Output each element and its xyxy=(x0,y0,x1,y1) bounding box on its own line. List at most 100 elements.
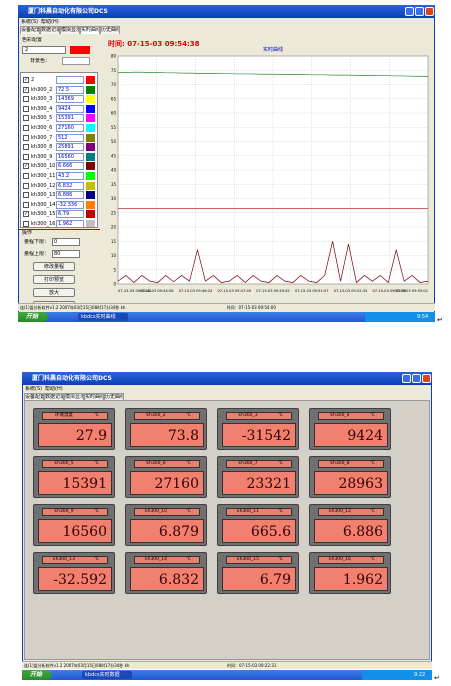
task-button[interactable]: kbdcs实时曲线 xyxy=(78,313,128,321)
panel-header xyxy=(318,556,384,564)
taskbar xyxy=(18,312,435,322)
item-name: 2 xyxy=(31,77,35,83)
item-name: kh300_10 xyxy=(31,163,55,170)
panel-name: kh300_8 xyxy=(330,461,350,466)
tab[interactable]: 历史曲线 xyxy=(104,393,124,401)
status-right: 时间：07-15-03 09:22:31 xyxy=(227,663,277,668)
panel-unit: ℃ xyxy=(278,557,284,562)
checkbox[interactable] xyxy=(23,134,29,141)
panel-header xyxy=(318,412,384,420)
window-button[interactable] xyxy=(405,7,414,16)
panel-unit: ℃ xyxy=(186,461,192,466)
panel: kh300_9 ℃ 16560 xyxy=(33,504,115,546)
checkbox[interactable] xyxy=(23,153,29,160)
menu-item[interactable]: 系统(S) xyxy=(25,386,43,392)
y-tick-label: 70 xyxy=(111,82,117,87)
panel-value: 73.8 xyxy=(130,423,204,447)
panel: kh300_7 ℃ 23321 xyxy=(217,456,299,498)
checkbox[interactable] xyxy=(23,125,29,131)
item-name: kh300_2 xyxy=(31,86,53,93)
panel-header xyxy=(42,508,108,516)
tab[interactable]: 模拟显示 xyxy=(60,26,80,34)
checkbox[interactable] xyxy=(23,192,29,199)
title-bar: 厦门科晨自动化有限公司DCS xyxy=(22,372,432,385)
status-right: 时间：07-15-03 09:54:00 xyxy=(226,305,276,310)
button[interactable]: 修改量程 xyxy=(33,262,75,271)
checkbox[interactable] xyxy=(23,105,29,112)
x-tick-label: 07-15-03 09:47:49 xyxy=(217,289,251,293)
lower-input[interactable]: 0 xyxy=(52,238,80,246)
panel-unit: ℃ xyxy=(370,413,376,418)
panel-value: -31542 xyxy=(222,423,296,447)
window-button[interactable] xyxy=(412,374,421,383)
button[interactable]: 放大 xyxy=(33,288,75,297)
panel-unit: ℃ xyxy=(186,509,192,514)
checkbox[interactable]: ✓ xyxy=(23,77,29,83)
item-value: 25891 xyxy=(56,143,84,152)
window-button[interactable] xyxy=(402,374,411,383)
item-name: kh300_3 xyxy=(31,96,53,103)
tab[interactable]: 实时曲线 xyxy=(84,393,104,401)
button[interactable]: 打印预览 xyxy=(33,275,75,284)
tab[interactable]: 设备配置 xyxy=(24,393,44,401)
checkbox[interactable] xyxy=(23,182,29,189)
status-left: 连(1)监分析软件v1.2 2007年03月15日08时17分34秒 kh xyxy=(20,305,126,310)
ops-divider xyxy=(18,229,100,230)
y-tick-label: 60 xyxy=(111,111,117,116)
panel: kh300_16 ℃ 1.962 xyxy=(309,552,391,594)
tab[interactable]: 模拟显示 xyxy=(64,393,84,401)
checkbox[interactable] xyxy=(23,144,29,151)
panel-name: kh300_11 xyxy=(236,509,260,514)
item-color xyxy=(86,181,95,190)
checkbox[interactable] xyxy=(23,115,29,122)
tab[interactable]: 数据记录 xyxy=(44,393,64,401)
upper-input[interactable]: 80 xyxy=(52,250,80,258)
tab[interactable]: 实时曲线 xyxy=(80,26,100,34)
checkbox[interactable] xyxy=(23,221,29,227)
tab[interactable]: 数据记录 xyxy=(40,26,60,34)
tab[interactable]: 设备配置 xyxy=(20,26,40,34)
menu-item[interactable]: 帮助(H) xyxy=(41,19,59,25)
panel: kh300_13 ℃ -32.592 xyxy=(33,552,115,594)
window-button[interactable] xyxy=(415,7,424,16)
item-value: 14369 xyxy=(56,95,84,104)
panel-header xyxy=(226,460,292,468)
checkbox[interactable] xyxy=(23,96,29,103)
panel-name: kh300_9 xyxy=(54,509,74,514)
y-tick-label: 80 xyxy=(111,54,117,59)
return-mark: ↵ xyxy=(434,674,440,682)
tab[interactable]: 历史曲线 xyxy=(100,26,120,34)
item-color xyxy=(86,95,95,104)
panel: kh300_14 ℃ 6.832 xyxy=(125,552,207,594)
panel-name: kh300_12 xyxy=(328,509,352,514)
checkbox[interactable]: ✓ xyxy=(23,211,29,218)
item-value xyxy=(56,76,84,84)
combo[interactable]: 2 xyxy=(22,46,66,54)
start-button[interactable]: 开始 xyxy=(18,312,48,322)
window-button[interactable] xyxy=(425,7,434,16)
menu-item[interactable]: 帮助(H) xyxy=(45,386,63,392)
y-tick-label: 40 xyxy=(111,168,117,173)
checkbox[interactable] xyxy=(23,173,29,179)
x-tick-label: 07-15-03 09:43:41 xyxy=(118,289,152,293)
x-tick-label: 07-15-03 09:49:42 xyxy=(256,289,290,293)
window-button[interactable] xyxy=(422,374,431,383)
menu-item[interactable]: 系统(S) xyxy=(21,19,39,25)
panel-name: kh300_4 xyxy=(330,413,350,418)
panel-name: kh300_16 xyxy=(328,557,352,562)
start-button[interactable]: 开始 xyxy=(22,670,52,680)
panel-name: kh300_2 xyxy=(146,413,166,418)
panel-value: 27.9 xyxy=(38,423,112,447)
panel-header xyxy=(318,460,384,468)
checkbox[interactable]: ✓ xyxy=(23,86,29,93)
checkbox[interactable]: ✓ xyxy=(23,163,29,170)
panel-header xyxy=(318,508,384,516)
item-name: kh300_16 xyxy=(31,221,55,227)
panel-unit: ℃ xyxy=(278,509,284,514)
panel-unit: ℃ xyxy=(186,413,192,418)
y-tick-label: 65 xyxy=(111,96,117,101)
task-button[interactable]: kbdcs实时数据 xyxy=(82,671,132,679)
item-name: kh300_7 xyxy=(31,134,53,141)
checkbox[interactable] xyxy=(23,201,29,208)
